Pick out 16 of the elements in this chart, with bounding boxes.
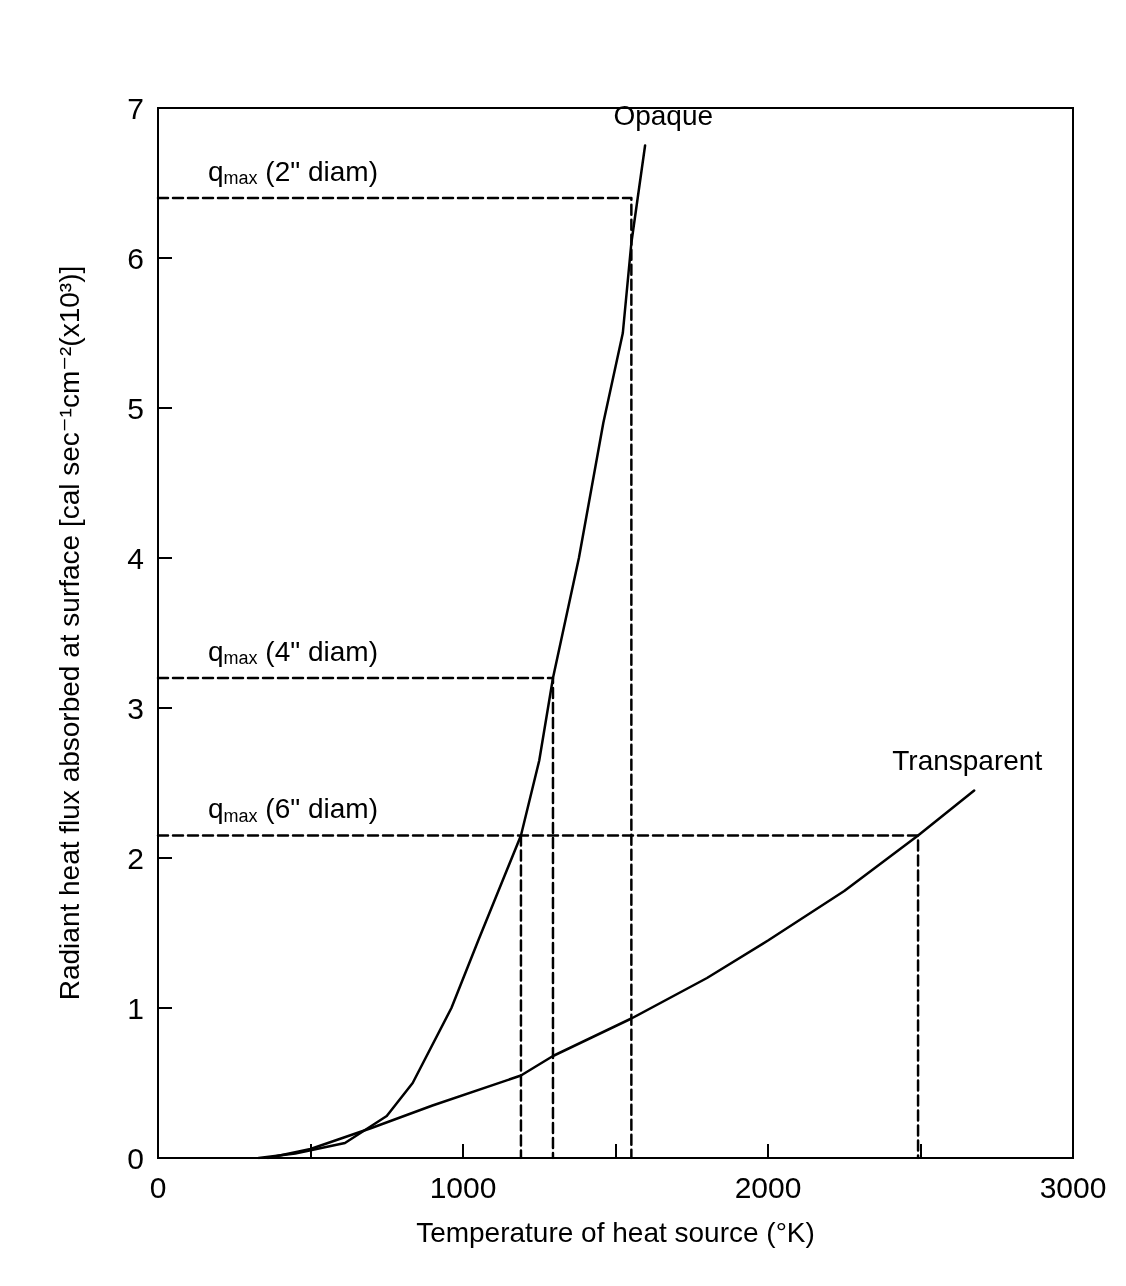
y-tick-label: 2 bbox=[127, 841, 144, 875]
series-label: Opaque bbox=[613, 100, 714, 131]
y-tick-label: 4 bbox=[127, 541, 144, 575]
y-tick-label: 3 bbox=[127, 691, 144, 725]
x-axis-title: Temperature of heat source (°K) bbox=[416, 1216, 815, 1248]
y-tick-label: 1 bbox=[127, 991, 144, 1025]
x-tick-label: 0 bbox=[149, 1170, 167, 1204]
x-tick-label: 2000 bbox=[734, 1170, 802, 1204]
y-tick-label: 6 bbox=[127, 241, 144, 275]
y-tick-label: 5 bbox=[127, 391, 144, 425]
x-tick-label: 3000 bbox=[1039, 1170, 1107, 1204]
series-label: Transparent bbox=[892, 745, 1043, 776]
y-tick-label: 7 bbox=[127, 91, 144, 125]
y-tick-label: 0 bbox=[127, 1141, 144, 1175]
x-tick-label: 1000 bbox=[429, 1170, 497, 1204]
y-axis-title: Radiant heat flux absorbed at surface [cal sec⁻¹cm⁻²(x10³)] bbox=[53, 265, 85, 1001]
